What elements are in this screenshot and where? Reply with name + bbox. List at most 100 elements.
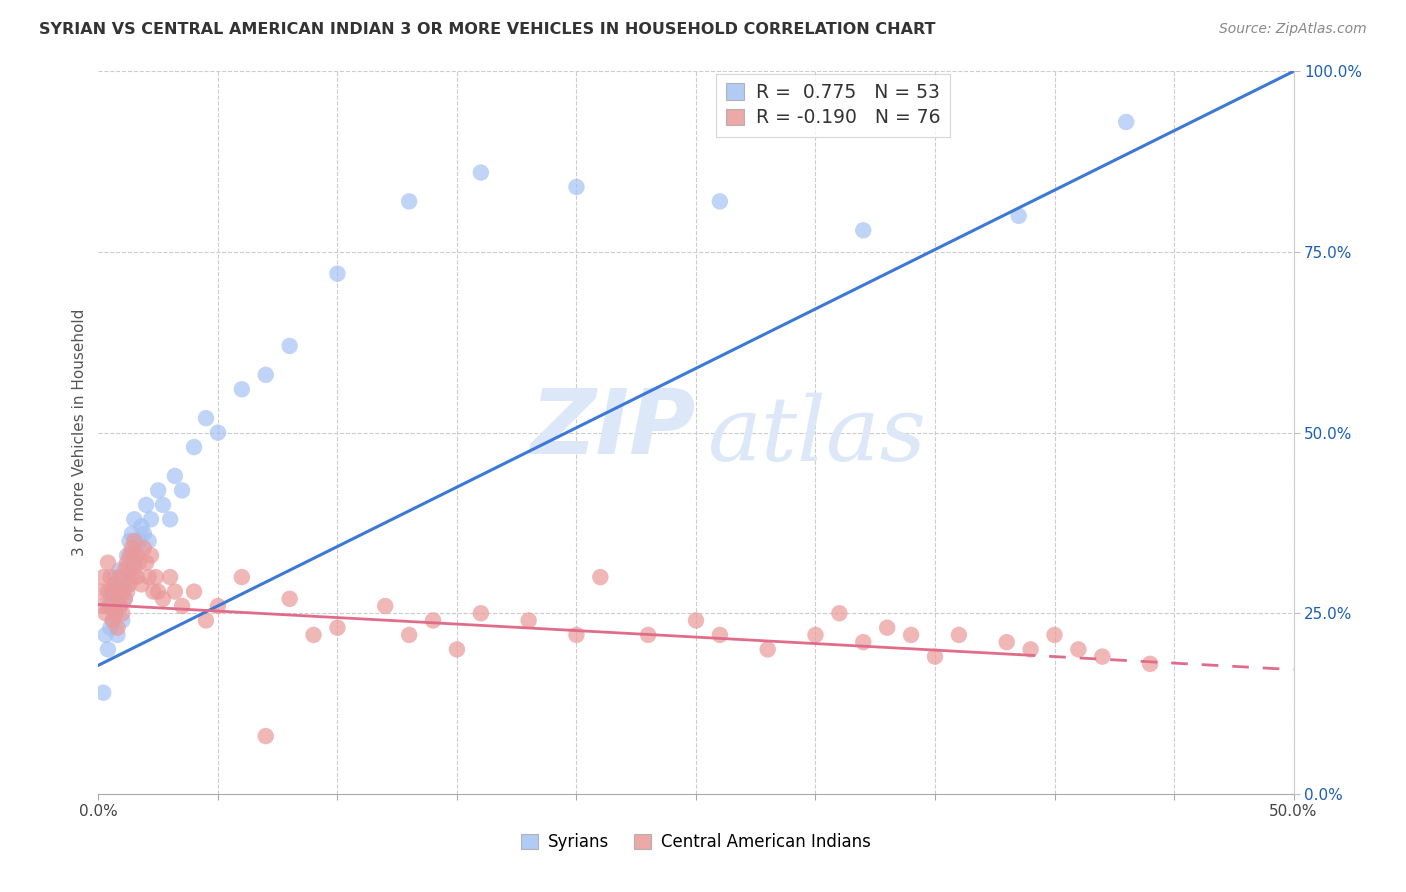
Point (159, 512, 181, 526)
Point (589, 570, 612, 584)
Point (131, 577, 153, 591)
Point (995, 635, 1018, 649)
Point (132, 526, 155, 541)
Y-axis label: 3 or more Vehicles in Household: 3 or more Vehicles in Household (72, 309, 87, 557)
Point (900, 628, 922, 642)
Point (118, 549, 141, 563)
Point (302, 628, 325, 642)
Point (1115, 115, 1137, 129)
Point (104, 570, 127, 584)
Point (152, 591, 174, 606)
Text: Source: ZipAtlas.com: Source: ZipAtlas.com (1219, 22, 1367, 37)
Point (163, 469, 186, 483)
Point (101, 591, 124, 606)
Point (183, 584, 205, 599)
Point (374, 599, 396, 613)
Point (183, 440, 205, 454)
Point (517, 614, 540, 628)
Point (101, 614, 124, 628)
Point (1139, 657, 1161, 671)
Point (97, 642, 120, 657)
Point (121, 549, 143, 563)
Point (121, 570, 143, 584)
Point (98, 584, 122, 599)
Point (114, 591, 136, 606)
Point (1008, 209, 1031, 223)
Point (326, 267, 349, 281)
Point (446, 642, 468, 657)
Point (118, 577, 141, 591)
Point (94, 607, 117, 621)
Point (97, 556, 120, 570)
Point (104, 577, 127, 591)
Point (709, 194, 731, 209)
Point (104, 607, 127, 621)
Point (91, 686, 114, 700)
Point (1019, 642, 1042, 657)
Point (118, 533, 141, 548)
Point (565, 180, 588, 194)
Point (135, 498, 157, 512)
Point (172, 599, 194, 613)
Point (131, 519, 153, 533)
Point (98, 621, 122, 635)
Point (125, 570, 148, 584)
Point (756, 642, 779, 657)
Point (98, 599, 122, 613)
Legend: Syrians, Central American Indians: Syrians, Central American Indians (515, 827, 877, 858)
Point (107, 621, 129, 635)
Point (142, 584, 165, 599)
Point (91, 570, 114, 584)
Point (121, 526, 143, 541)
Point (107, 591, 129, 606)
Point (104, 607, 127, 621)
Point (207, 425, 229, 440)
Point (1067, 642, 1090, 657)
Point (1043, 628, 1066, 642)
Point (135, 556, 157, 570)
Point (90, 584, 112, 599)
Point (852, 223, 875, 237)
Text: atlas: atlas (709, 392, 927, 480)
Point (124, 512, 146, 526)
Point (104, 584, 127, 599)
Point (101, 584, 124, 599)
Point (114, 570, 136, 584)
Point (125, 541, 148, 556)
Point (124, 533, 146, 548)
Point (115, 556, 138, 570)
Point (107, 577, 129, 591)
Text: SYRIAN VS CENTRAL AMERICAN INDIAN 3 OR MORE VEHICLES IN HOUSEHOLD CORRELATION CH: SYRIAN VS CENTRAL AMERICAN INDIAN 3 OR M… (39, 22, 936, 37)
Point (124, 556, 146, 570)
Point (195, 411, 218, 425)
Point (128, 556, 150, 570)
Point (231, 570, 253, 584)
Point (94, 628, 117, 642)
Point (422, 614, 444, 628)
Point (124, 563, 146, 577)
Point (152, 498, 174, 512)
Point (637, 628, 659, 642)
Point (139, 512, 162, 526)
Point (254, 368, 277, 382)
Point (107, 628, 129, 642)
Point (470, 165, 492, 179)
Point (111, 607, 134, 621)
Point (159, 570, 181, 584)
Point (115, 577, 138, 591)
Point (114, 591, 136, 606)
Point (254, 729, 277, 743)
Point (207, 599, 229, 613)
Point (148, 584, 170, 599)
Point (565, 628, 588, 642)
Point (195, 614, 218, 628)
Point (108, 599, 131, 613)
Point (118, 563, 141, 577)
Point (398, 194, 420, 209)
Point (326, 621, 349, 635)
Point (111, 614, 134, 628)
Point (804, 628, 827, 642)
Point (138, 570, 160, 584)
Point (163, 584, 186, 599)
Point (852, 635, 875, 649)
